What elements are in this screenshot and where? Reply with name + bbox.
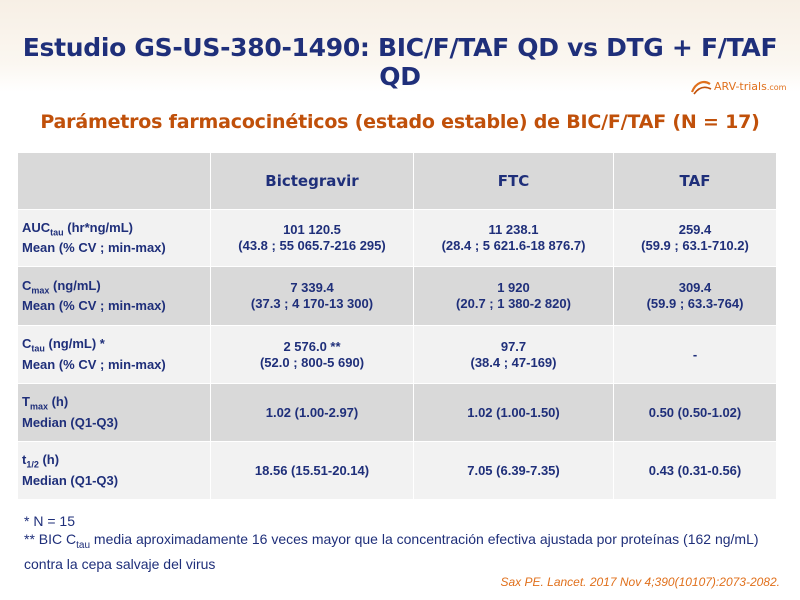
param-name: C: [22, 336, 32, 352]
cell-value: 18.56 (15.51-20.14): [210, 441, 414, 500]
param-subscript: tau: [50, 227, 64, 238]
param-name: AUC: [22, 219, 51, 235]
param-unit: (ng/mL) *: [44, 336, 105, 352]
cell-value: -: [613, 325, 777, 384]
footnote-n: * N = 15: [24, 513, 75, 529]
table-row: t1/2 (h) Median (Q1-Q3) 18.56 (15.51-20.…: [17, 441, 777, 500]
footnote-ctau: ** BIC Ctau media aproximadamente 16 vec…: [24, 530, 784, 573]
cell-detail: (59.9 ; 63.3-764): [646, 296, 744, 311]
param-subscript: max: [29, 401, 48, 412]
cell-detail: (43.8 ; 55 065.7-216 295): [238, 238, 386, 253]
param-unit: (h): [38, 452, 60, 468]
cell-value: 97.7 (38.4 ; 47-169): [413, 325, 614, 384]
row-label-thalf: t1/2 (h) Median (Q1-Q3): [17, 441, 211, 500]
logo-text: ARV-trials.com: [714, 80, 786, 93]
param-stat: Mean (% CV ; min-max): [22, 240, 166, 256]
cell-value: 1.02 (1.00-1.50): [413, 383, 614, 442]
cell-main: 0.43 (0.31-0.56): [648, 462, 742, 478]
table-header-row: Bictegravir FTC TAF: [17, 152, 777, 210]
cell-value: 0.43 (0.31-0.56): [613, 441, 777, 500]
logo-main-text: ARV-trials: [714, 80, 767, 93]
param-unit: (h): [47, 394, 69, 410]
cell-main: 1.02 (1.00-1.50): [467, 404, 560, 420]
param-subscript: tau: [31, 343, 45, 354]
cell-main: -: [692, 346, 698, 362]
header-taf: TAF: [613, 152, 777, 210]
header-ftc: FTC: [413, 152, 614, 210]
cell-detail: (59.9 ; 63.1-710.2): [641, 238, 749, 253]
footnote-ctau-post: media aproximadamente 16 veces mayor que…: [24, 531, 759, 572]
cell-value: 11 238.1 (28.4 ; 5 621.6-18 876.7): [413, 209, 614, 267]
footnote-ctau-sub: tau: [76, 539, 91, 551]
param-stat: Mean (% CV ; min-max): [22, 356, 166, 372]
cell-value: 0.50 (0.50-1.02): [613, 383, 777, 442]
cell-value: 2 576.0 ** (52.0 ; 800-5 690): [210, 325, 414, 384]
pk-parameters-table: Bictegravir FTC TAF AUCtau (hr*ng/mL) Me…: [17, 152, 777, 500]
cell-main: 1 920: [497, 280, 530, 295]
logo-mark-icon: [690, 81, 712, 95]
param-stat: Median (Q1-Q3): [22, 472, 119, 488]
row-label-auc: AUCtau (hr*ng/mL) Mean (% CV ; min-max): [17, 209, 211, 267]
cell-detail: (28.4 ; 5 621.6-18 876.7): [441, 238, 586, 253]
cell-main: 18.56 (15.51-20.14): [254, 462, 370, 478]
cell-value: 7 339.4 (37.3 ; 4 170-13 300): [210, 266, 414, 326]
param-unit: (ng/mL): [49, 277, 101, 293]
cell-main: 309.4: [678, 280, 712, 295]
cell-main: 259.4: [678, 222, 712, 237]
cell-main: 11 238.1: [488, 222, 539, 237]
table-row: Cmax (ng/mL) Mean (% CV ; min-max) 7 339…: [17, 266, 777, 326]
cell-main: 1.02 (1.00-2.97): [265, 404, 359, 420]
param-stat: Median (Q1-Q3): [22, 414, 119, 430]
cell-detail: (38.4 ; 47-169): [470, 354, 557, 370]
footnote-ctau-pre: ** BIC C: [24, 531, 77, 547]
cell-value: 259.4 (59.9 ; 63.1-710.2): [613, 209, 777, 267]
cell-value: 101 120.5 (43.8 ; 55 065.7-216 295): [210, 209, 414, 267]
slide-title: Estudio GS-US-380-1490: BIC/F/TAF QD vs …: [22, 33, 778, 91]
table-row: Tmax (h) Median (Q1-Q3) 1.02 (1.00-2.97)…: [17, 383, 777, 442]
param-subscript: max: [31, 285, 50, 296]
row-label-ctau: Ctau (ng/mL) * Mean (% CV ; min-max): [17, 325, 211, 384]
cell-main: 101 120.5: [283, 222, 341, 237]
footnotes: * N = 15 ** BIC Ctau media aproximadamen…: [24, 512, 784, 573]
cell-main: 2 576.0 **: [283, 338, 341, 354]
citation: Sax PE. Lancet. 2017 Nov 4;390(10107):20…: [500, 575, 780, 589]
table-row: Ctau (ng/mL) * Mean (% CV ; min-max) 2 5…: [17, 325, 777, 384]
param-unit: (hr*ng/mL): [63, 219, 133, 235]
cell-value: 1 920 (20.7 ; 1 380-2 820): [413, 266, 614, 326]
cell-detail: (37.3 ; 4 170-13 300): [250, 296, 374, 311]
cell-main: 0.50 (0.50-1.02): [648, 404, 742, 420]
table-row: AUCtau (hr*ng/mL) Mean (% CV ; min-max) …: [17, 209, 777, 267]
row-label-tmax: Tmax (h) Median (Q1-Q3): [17, 383, 211, 442]
cell-detail: (52.0 ; 800-5 690): [259, 354, 365, 370]
param-subscript: 1/2: [26, 459, 39, 470]
cell-main: 7.05 (6.39-7.35): [467, 462, 560, 478]
header-empty-cell: [17, 152, 211, 210]
cell-value: 7.05 (6.39-7.35): [413, 441, 614, 500]
param-name: T: [22, 394, 30, 410]
cell-main: 97.7: [500, 338, 527, 354]
arv-trials-logo: ARV-trials.com: [690, 77, 798, 97]
slide-subtitle: Parámetros farmacocinéticos (estado esta…: [40, 111, 760, 133]
cell-value: 1.02 (1.00-2.97): [210, 383, 414, 442]
param-name: t: [22, 452, 27, 468]
cell-main: 7 339.4: [290, 280, 334, 295]
title-band: [0, 0, 800, 92]
cell-value: 309.4 (59.9 ; 63.3-764): [613, 266, 777, 326]
row-label-cmax: Cmax (ng/mL) Mean (% CV ; min-max): [17, 266, 211, 326]
param-name: C: [22, 277, 32, 293]
param-stat: Mean (% CV ; min-max): [22, 298, 166, 314]
header-bictegravir: Bictegravir: [210, 152, 414, 210]
cell-detail: (20.7 ; 1 380-2 820): [456, 296, 571, 311]
logo-domain-text: .com: [766, 83, 787, 92]
